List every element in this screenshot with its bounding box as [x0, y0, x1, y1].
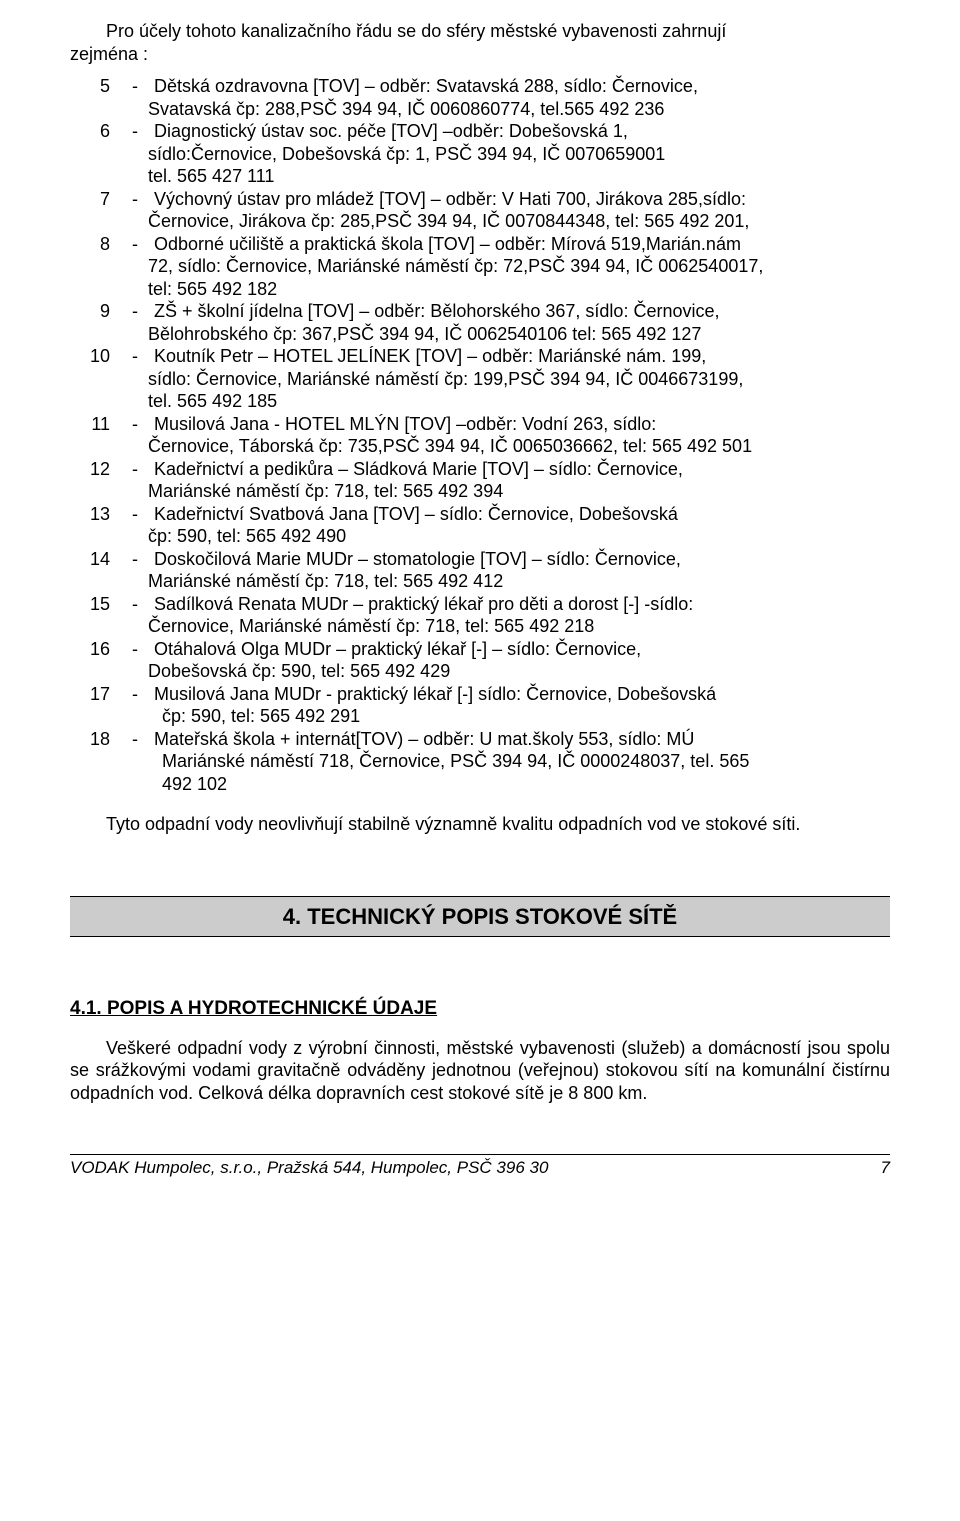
footer: VODAK Humpolec, s.r.o., Pražská 544, Hum…: [70, 1157, 890, 1178]
item-text: Musilová Jana MUDr - praktický lékař [-]…: [154, 683, 890, 706]
item-text: Otáhalová Olga MUDr – praktický lékař [-…: [154, 638, 890, 661]
item-dash: -: [116, 188, 154, 211]
item-dash: -: [116, 75, 154, 98]
list-item: 16-Otáhalová Olga MUDr – praktický lékař…: [70, 638, 890, 661]
item-text: ZŠ + školní jídelna [TOV] – odběr: Běloh…: [154, 300, 890, 323]
list-item: 10-Koutník Petr – HOTEL JELÍNEK [TOV] – …: [70, 345, 890, 368]
section-4-header: 4. TECHNICKÝ POPIS STOKOVÉ SÍTĚ: [70, 896, 890, 938]
item-continuation: Svatavská čp: 288,PSČ 394 94, IČ 0060860…: [148, 98, 890, 121]
intro-line-2: zejména :: [70, 43, 890, 66]
item-number: 15: [70, 593, 116, 616]
item-continuation: čp: 590, tel: 565 492 490: [148, 525, 890, 548]
item-number: 6: [70, 120, 116, 143]
list-item: 6-Diagnostický ústav soc. péče [TOV] –od…: [70, 120, 890, 143]
item-continuation: tel. 565 492 185: [148, 390, 890, 413]
list-item: 15-Sadílková Renata MUDr – praktický lék…: [70, 593, 890, 616]
item-dash: -: [116, 548, 154, 571]
item-text: Diagnostický ústav soc. péče [TOV] –odbě…: [154, 120, 890, 143]
subsection-paragraph: Veškeré odpadní vody z výrobní činnosti,…: [70, 1037, 890, 1105]
item-dash: -: [116, 728, 154, 751]
item-continuation: Mariánské náměstí čp: 718, tel: 565 492 …: [148, 480, 890, 503]
item-text: Dětská ozdravovna [TOV] – odběr: Svatavs…: [154, 75, 890, 98]
list-item: 5-Dětská ozdravovna [TOV] – odběr: Svata…: [70, 75, 890, 98]
item-continuation: tel. 565 427 111: [148, 165, 890, 188]
footer-rule: [70, 1154, 890, 1155]
item-number: 18: [70, 728, 116, 751]
list-item: 12-Kadeřnictví a pedikůra – Sládková Mar…: [70, 458, 890, 481]
item-number: 17: [70, 683, 116, 706]
item-dash: -: [116, 638, 154, 661]
item-continuation: sídlo:Černovice, Dobešovská čp: 1, PSČ 3…: [148, 143, 890, 166]
intro-line-1: Pro účely tohoto kanalizačního řádu se d…: [70, 20, 890, 43]
item-number: 10: [70, 345, 116, 368]
item-dash: -: [116, 503, 154, 526]
item-dash: -: [116, 300, 154, 323]
item-dash: -: [116, 233, 154, 256]
item-continuation: sídlo: Černovice, Mariánské náměstí čp: …: [148, 368, 890, 391]
item-number: 12: [70, 458, 116, 481]
item-dash: -: [116, 458, 154, 481]
item-dash: -: [116, 345, 154, 368]
item-text: Výchovný ústav pro mládež [TOV] – odběr:…: [154, 188, 890, 211]
list-item: 9-ZŠ + školní jídelna [TOV] – odběr: Běl…: [70, 300, 890, 323]
item-text: Musilová Jana - HOTEL MLÝN [TOV] –odběr:…: [154, 413, 890, 436]
closing-line-2: stokové síti.: [705, 814, 800, 834]
item-text: Doskočilová Marie MUDr – stomatologie [T…: [154, 548, 890, 571]
item-number: 5: [70, 75, 116, 98]
intro-paragraph: Pro účely tohoto kanalizačního řádu se d…: [70, 20, 890, 65]
item-continuation: Černovice, Táborská čp: 735,PSČ 394 94, …: [148, 435, 890, 458]
item-continuation: Dobešovská čp: 590, tel: 565 492 429: [148, 660, 890, 683]
list-item: 7-Výchovný ústav pro mládež [TOV] – odbě…: [70, 188, 890, 211]
item-number: 9: [70, 300, 116, 323]
section-title: 4. TECHNICKÝ POPIS STOKOVÉ SÍTĚ: [70, 897, 890, 937]
list-item: 8-Odborné učiliště a praktická škola [TO…: [70, 233, 890, 256]
item-number: 14: [70, 548, 116, 571]
item-number: 13: [70, 503, 116, 526]
closing-paragraph: Tyto odpadní vody neovlivňují stabilně v…: [70, 813, 890, 836]
list-item: 11-Musilová Jana - HOTEL MLÝN [TOV] –odb…: [70, 413, 890, 436]
item-continuation: Černovice, Jirákova čp: 285,PSČ 394 94, …: [148, 210, 890, 233]
item-number: 8: [70, 233, 116, 256]
section-rule-bottom: [70, 936, 890, 937]
item-number: 7: [70, 188, 116, 211]
closing-line-1: Tyto odpadní vody neovlivňují stabilně v…: [70, 813, 700, 836]
footer-text: VODAK Humpolec, s.r.o., Pražská 544, Hum…: [70, 1157, 548, 1178]
list-item: 17-Musilová Jana MUDr - praktický lékař …: [70, 683, 890, 706]
item-dash: -: [116, 413, 154, 436]
item-continuation: Černovice, Mariánské náměstí čp: 718, te…: [148, 615, 890, 638]
item-number: 16: [70, 638, 116, 661]
subsection-title: 4.1. POPIS A HYDROTECHNICKÉ ÚDAJE: [70, 997, 890, 1021]
item-continuation: čp: 590, tel: 565 492 291: [162, 705, 890, 728]
list-item: 14-Doskočilová Marie MUDr – stomatologie…: [70, 548, 890, 571]
item-continuation: tel: 565 492 182: [148, 278, 890, 301]
item-text: Mateřská škola + internát[TOV) – odběr: …: [154, 728, 890, 751]
item-dash: -: [116, 683, 154, 706]
item-text: Kadeřnictví a pedikůra – Sládková Marie …: [154, 458, 890, 481]
item-continuation: Mariánské náměstí čp: 718, tel: 565 492 …: [148, 570, 890, 593]
item-continuation: Bělohrobského čp: 367,PSČ 394 94, IČ 006…: [148, 323, 890, 346]
item-dash: -: [116, 593, 154, 616]
item-continuation: 492 102: [162, 773, 890, 796]
item-continuation: 72, sídlo: Černovice, Mariánské náměstí …: [148, 255, 890, 278]
page-number: 7: [881, 1157, 890, 1178]
item-dash: -: [116, 120, 154, 143]
list-item: 13-Kadeřnictví Svatbová Jana [TOV] – síd…: [70, 503, 890, 526]
item-text: Kadeřnictví Svatbová Jana [TOV] – sídlo:…: [154, 503, 890, 526]
item-continuation: Mariánské náměstí 718, Černovice, PSČ 39…: [162, 750, 890, 773]
item-number: 11: [70, 413, 116, 436]
item-text: Koutník Petr – HOTEL JELÍNEK [TOV] – odb…: [154, 345, 890, 368]
list-item: 18-Mateřská škola + internát[TOV) – odbě…: [70, 728, 890, 751]
item-text: Sadílková Renata MUDr – praktický lékař …: [154, 593, 890, 616]
entity-list: 5-Dětská ozdravovna [TOV] – odběr: Svata…: [70, 75, 890, 795]
item-text: Odborné učiliště a praktická škola [TOV]…: [154, 233, 890, 256]
